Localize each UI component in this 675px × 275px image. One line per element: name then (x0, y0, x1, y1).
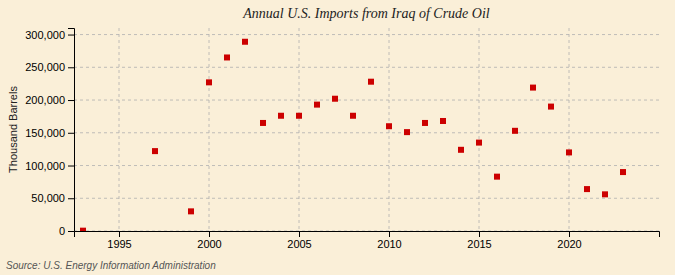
x-tick-label: 2010 (377, 238, 401, 250)
point (602, 191, 608, 197)
y-grid-line (74, 132, 659, 133)
x-tick-mark (209, 231, 210, 237)
x-tick-mark (119, 231, 120, 237)
y-tick: 100,000 (25, 160, 74, 172)
point (584, 186, 590, 192)
y-tick-mark (68, 35, 74, 36)
x-grid-line (299, 28, 300, 231)
y-tick-mark (68, 100, 74, 101)
y-tick: 50,000 (31, 192, 74, 204)
point (440, 118, 446, 124)
point (332, 96, 338, 102)
point (350, 113, 356, 119)
x-tick-mark (479, 231, 480, 237)
x-tick-label: 2000 (197, 238, 221, 250)
x-tick: 1995 (107, 231, 131, 250)
x-tick-label: 2005 (287, 238, 311, 250)
y-tick-label: 300,000 (25, 29, 65, 41)
x-tick-label: 1995 (107, 238, 131, 250)
points (80, 39, 626, 231)
y-tick-mark (68, 198, 74, 199)
point (620, 169, 626, 175)
source: Source: U.S. Energy Information Administ… (6, 260, 216, 271)
y-tick-mark (68, 231, 74, 232)
point (476, 140, 482, 146)
x-tick: 2020 (557, 231, 581, 250)
y-grid-line (74, 231, 659, 232)
y-grid-line (74, 198, 659, 199)
y-axis: 0 50,000 100,000 150,000 200,000 250,000 300,0… (25, 29, 74, 238)
point (278, 113, 284, 119)
point (152, 148, 158, 154)
y-tick: 250,000 (25, 61, 74, 73)
x-tick: 2010 (377, 231, 401, 250)
marks (74, 28, 659, 231)
y-tick-label: 50,000 (31, 192, 65, 204)
x-tick-label: 2020 (557, 238, 581, 250)
point (296, 113, 302, 119)
y-grid-line (74, 67, 659, 68)
point (368, 79, 374, 85)
grid (74, 28, 659, 231)
y-tick-mark (68, 67, 74, 68)
x-tick: 2005 (287, 231, 311, 250)
point (566, 149, 572, 155)
plot: 1995 2000 2005 2010 2015 2020 0 50,000 100,000 15… (25, 28, 659, 250)
point (386, 123, 392, 129)
y-tick-label: 250,000 (25, 61, 65, 73)
point (188, 208, 194, 214)
point (512, 128, 518, 134)
title: Annual U.S. Imports from Iraq of Crude O… (242, 6, 490, 21)
x-tick-label: 2015 (467, 238, 491, 250)
y-axis-line (68, 29, 75, 232)
point (206, 79, 212, 85)
y-tick-label: 100,000 (25, 160, 65, 172)
x-tick-mark (389, 231, 390, 237)
x-grid-line (479, 28, 480, 231)
point (314, 102, 320, 108)
x-grid-line (569, 28, 570, 231)
y-grid-line (74, 100, 659, 101)
point (80, 228, 86, 231)
x-tick: 2000 (197, 231, 221, 250)
y-tick-mark (68, 133, 74, 134)
y-tick: 300,000 (25, 29, 74, 41)
x-tick-mark (569, 231, 570, 237)
y-tick-mark (68, 166, 74, 167)
x-tick: 2015 (467, 231, 491, 250)
y-grid-line (74, 165, 659, 166)
point (494, 174, 500, 180)
y-tick-label: 0 (59, 225, 65, 237)
point (530, 85, 536, 91)
point (422, 120, 428, 126)
x-axis-line (75, 232, 660, 238)
x-axis: 1995 2000 2005 2010 2015 2020 (75, 231, 660, 250)
point (458, 147, 464, 153)
y-tick-label: 200,000 (25, 94, 65, 106)
x-grid-line (209, 28, 210, 231)
point (548, 104, 554, 110)
x-grid-line (119, 28, 120, 231)
y-grid-line (74, 34, 659, 35)
x-tick-mark (299, 231, 300, 237)
point (242, 39, 248, 45)
y-tick: 0 (59, 225, 74, 237)
point (260, 120, 266, 126)
point (404, 129, 410, 135)
y-tick-label: 150,000 (25, 127, 65, 139)
x-grid-line (389, 28, 390, 231)
y-tick: 200,000 (25, 94, 74, 106)
y-axis-title: Thousand Barrels (7, 86, 19, 173)
point (224, 54, 230, 60)
chart: 1995 2000 2005 2010 2015 2020 0 50,000 100,000 15… (0, 0, 675, 275)
y-tick: 150,000 (25, 127, 74, 139)
